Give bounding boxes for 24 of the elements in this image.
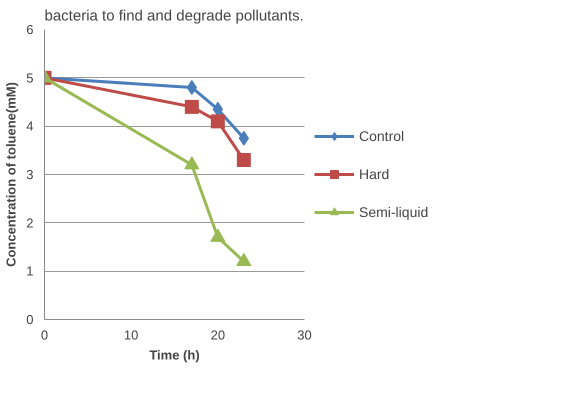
point xyxy=(184,156,200,170)
y-axis-title: Concentration of toluene(mM) xyxy=(3,82,18,267)
y-tick-label: 1 xyxy=(26,264,34,279)
legend-label: Control xyxy=(359,128,404,144)
y-tick-label: 0 xyxy=(26,312,34,327)
x-axis-title: Time (h) xyxy=(149,348,200,362)
y-tick-label: 5 xyxy=(26,70,34,86)
y-tick-label: 3 xyxy=(26,167,34,182)
point xyxy=(184,100,199,114)
x-tick-label: 10 xyxy=(124,328,138,342)
point xyxy=(236,252,252,266)
legend-label: Hard xyxy=(359,166,390,182)
point xyxy=(186,80,197,95)
y-tick-label: 6 xyxy=(26,22,34,37)
point xyxy=(236,153,251,167)
y-tick-label: 4 xyxy=(26,118,34,134)
y-tick-label: 2 xyxy=(26,215,34,230)
legend-label: Semi-liquid xyxy=(359,204,428,220)
x-tick-label: 0 xyxy=(40,328,48,342)
point xyxy=(210,228,226,242)
text: bacteria to find and degrade pollutants. xyxy=(44,8,304,24)
point xyxy=(210,114,225,128)
x-tick-label: 30 xyxy=(297,328,312,342)
x-tick-label: 20 xyxy=(210,328,226,342)
